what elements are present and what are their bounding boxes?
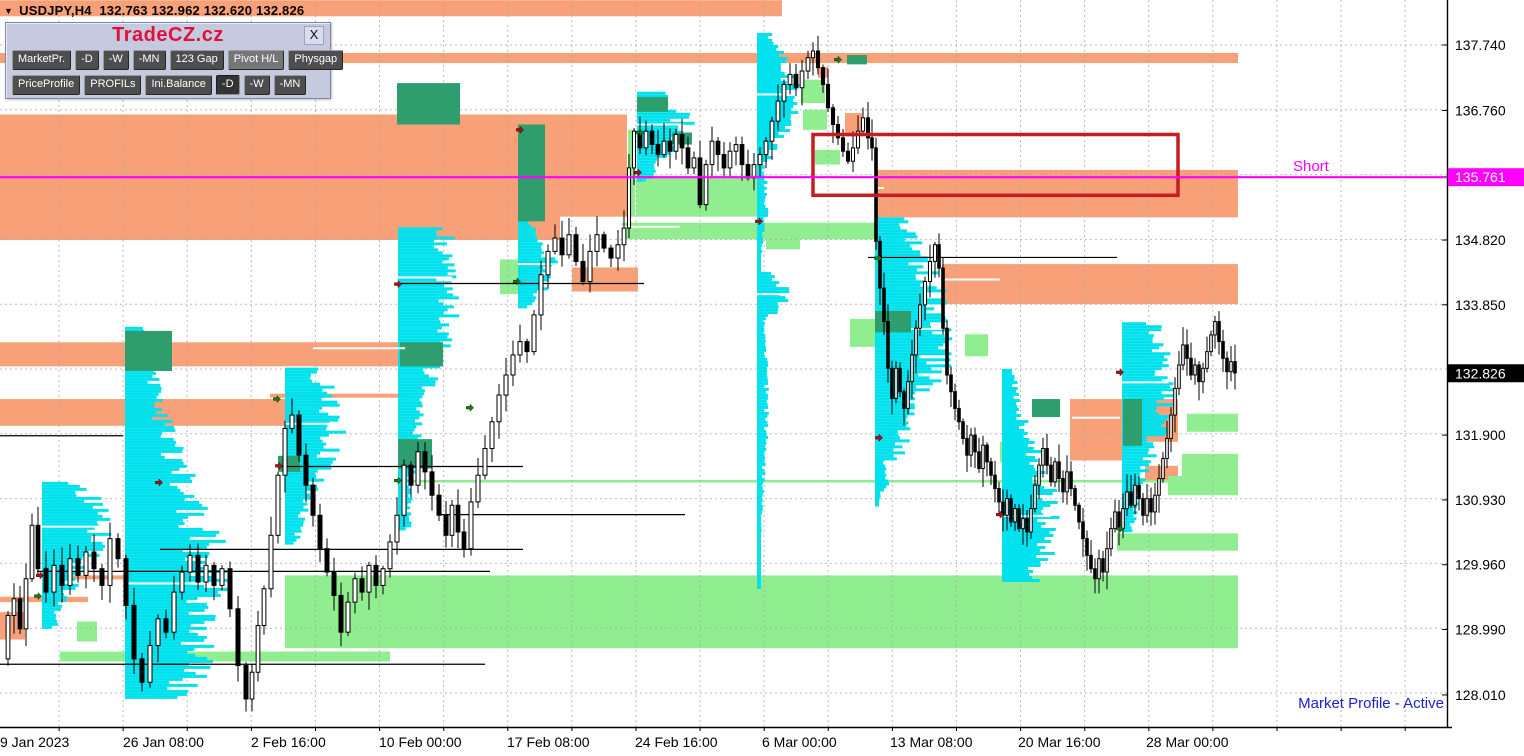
price-axis[interactable]: 137.740 136.760 134.820 133.850 131.900 130.9… bbox=[1442, 37, 1524, 703]
tradecz-indicator-panel: TradeCZ.cz X MarketPr. -D -W -MN 123 Gap Pivo… bbox=[5, 22, 344, 99]
panel-button--mn[interactable]: -MN bbox=[132, 50, 166, 70]
time-axis[interactable]: 9 Jan 2023 26 Jan 08:00 2 Feb 16:00 10 Feb … bbox=[0, 734, 1229, 750]
panel-button-pivot-h-l[interactable]: Pivot H/L bbox=[227, 50, 285, 70]
panel-button--d[interactable]: -D bbox=[215, 75, 240, 95]
price-label: 128.010 bbox=[1455, 687, 1506, 703]
price-label: 137.740 bbox=[1455, 37, 1506, 53]
short-label: Short bbox=[1293, 158, 1330, 175]
panel-button--d[interactable]: -D bbox=[75, 50, 99, 70]
current-price-badge-text: 132.826 bbox=[1455, 365, 1506, 381]
panel-button-marketpr-[interactable]: MarketPr. bbox=[12, 50, 72, 70]
time-label: 6 Mar 00:00 bbox=[762, 734, 837, 750]
panel-button--mn[interactable]: -MN bbox=[273, 75, 307, 95]
price-label: 136.760 bbox=[1455, 102, 1506, 118]
time-label: 28 Mar 00:00 bbox=[1146, 734, 1229, 750]
price-label: 129.960 bbox=[1455, 557, 1506, 573]
current-price-badge bbox=[1448, 364, 1524, 383]
candles-layer bbox=[5, 35, 1237, 712]
price-label: 131.900 bbox=[1455, 427, 1506, 443]
price-label: 128.990 bbox=[1455, 622, 1506, 638]
grid-layer bbox=[0, 0, 1447, 727]
panel-button-priceprofile[interactable]: PriceProfile bbox=[12, 75, 81, 95]
trade-price-badge bbox=[1448, 168, 1524, 187]
panel-button--w[interactable]: -W bbox=[102, 50, 129, 70]
time-label: 9 Jan 2023 bbox=[0, 734, 69, 750]
panel-button-row-1: MarketPr. -D -W -MN 123 Gap Pivot H/L Physgap bbox=[12, 50, 344, 70]
time-label: 20 Mar 16:00 bbox=[1018, 734, 1101, 750]
time-label: 26 Jan 08:00 bbox=[123, 734, 204, 750]
price-label: 130.930 bbox=[1455, 492, 1506, 508]
ohlc-values: 132.763 132.962 132.620 132.826 bbox=[99, 3, 305, 18]
arrows-layer bbox=[34, 55, 1124, 601]
time-label: 24 Feb 16:00 bbox=[635, 734, 718, 750]
price-label: 133.850 bbox=[1455, 297, 1506, 313]
expand-triangle-icon[interactable]: ▼ bbox=[4, 6, 14, 16]
panel-button-ini-balance[interactable]: Ini.Balance bbox=[145, 75, 212, 95]
panel-button-row-2: PriceProfile PROFILs Ini.Balance -D -W -MN bbox=[12, 75, 326, 95]
panel-button-physgap[interactable]: Physgap bbox=[288, 50, 344, 70]
chart-title: ▼ USDJPY,H4 132.763 132.962 132.620 132.8… bbox=[4, 3, 304, 18]
axes-layer bbox=[0, 0, 1452, 731]
time-label: 13 Mar 08:00 bbox=[890, 734, 973, 750]
symbol-period-label: USDJPY,H4 bbox=[19, 3, 92, 18]
trade-price-badge-text: 135.761 bbox=[1455, 169, 1506, 185]
panel-button--w[interactable]: -W bbox=[243, 75, 270, 95]
panel-button-profils[interactable]: PROFILs bbox=[84, 75, 142, 95]
price-label: 134.820 bbox=[1455, 232, 1506, 248]
panel-button-123-gap[interactable]: 123 Gap bbox=[169, 50, 224, 70]
time-label: 10 Feb 00:00 bbox=[379, 734, 462, 750]
time-label: 17 Feb 08:00 bbox=[507, 734, 590, 750]
signal-rectangle[interactable] bbox=[811, 132, 1180, 198]
time-label: 2 Feb 16:00 bbox=[251, 734, 326, 750]
panel-logo: TradeCZ.cz bbox=[112, 24, 224, 46]
status-label: Market Profile - Active bbox=[1298, 695, 1444, 712]
panel-close-button[interactable]: X bbox=[304, 26, 324, 45]
